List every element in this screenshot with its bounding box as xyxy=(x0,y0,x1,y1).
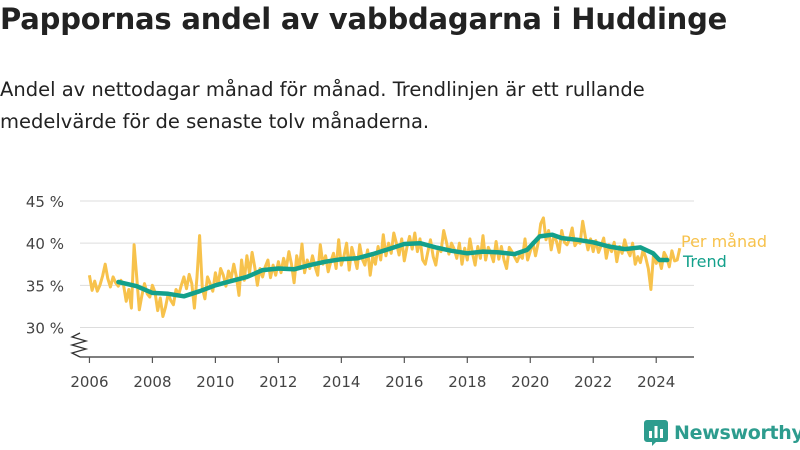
x-tick-label: 2010 xyxy=(196,373,234,391)
x-ticks: 2006 2008 2010 2012 2014 2016 2018 2020 2022 2024 xyxy=(70,357,675,391)
x-tick-label: 2008 xyxy=(133,373,171,391)
y-tick-label: 35 % xyxy=(26,277,64,295)
y-tick-label: 40 % xyxy=(26,235,64,253)
y-tick-label: 45 % xyxy=(26,193,64,211)
axis-break-icon xyxy=(69,332,89,358)
chart-subtitle: Andel av nettodagar månad för månad. Tre… xyxy=(0,78,645,133)
x-tick-label: 2014 xyxy=(322,373,360,391)
x-tick-label: 2024 xyxy=(637,373,675,391)
newsworthy-logo-icon xyxy=(644,420,668,446)
x-tick-label: 2020 xyxy=(511,373,549,391)
x-axis xyxy=(69,332,694,358)
x-tick-label: 2022 xyxy=(574,373,612,391)
newsworthy-logo: Newsworthy xyxy=(644,420,800,446)
series-label-trend: Trend xyxy=(682,252,727,271)
y-tick-label: 30 % xyxy=(26,319,64,337)
grid-lines xyxy=(80,200,694,328)
x-tick-label: 2016 xyxy=(385,373,423,391)
x-tick-label: 2012 xyxy=(259,373,297,391)
series-label-per-manad: Per månad xyxy=(681,232,767,251)
series-line-per-manad xyxy=(87,216,682,318)
newsworthy-logo-text: Newsworthy xyxy=(674,422,800,444)
x-tick-label: 2006 xyxy=(70,373,108,391)
y-axis: 30 % 35 % 40 % 45 % xyxy=(26,193,64,337)
chart-title: Pappornas andel av vabbdagarna i Hudding… xyxy=(0,2,728,36)
series-line-trend xyxy=(116,232,670,299)
x-tick-label: 2018 xyxy=(448,373,486,391)
